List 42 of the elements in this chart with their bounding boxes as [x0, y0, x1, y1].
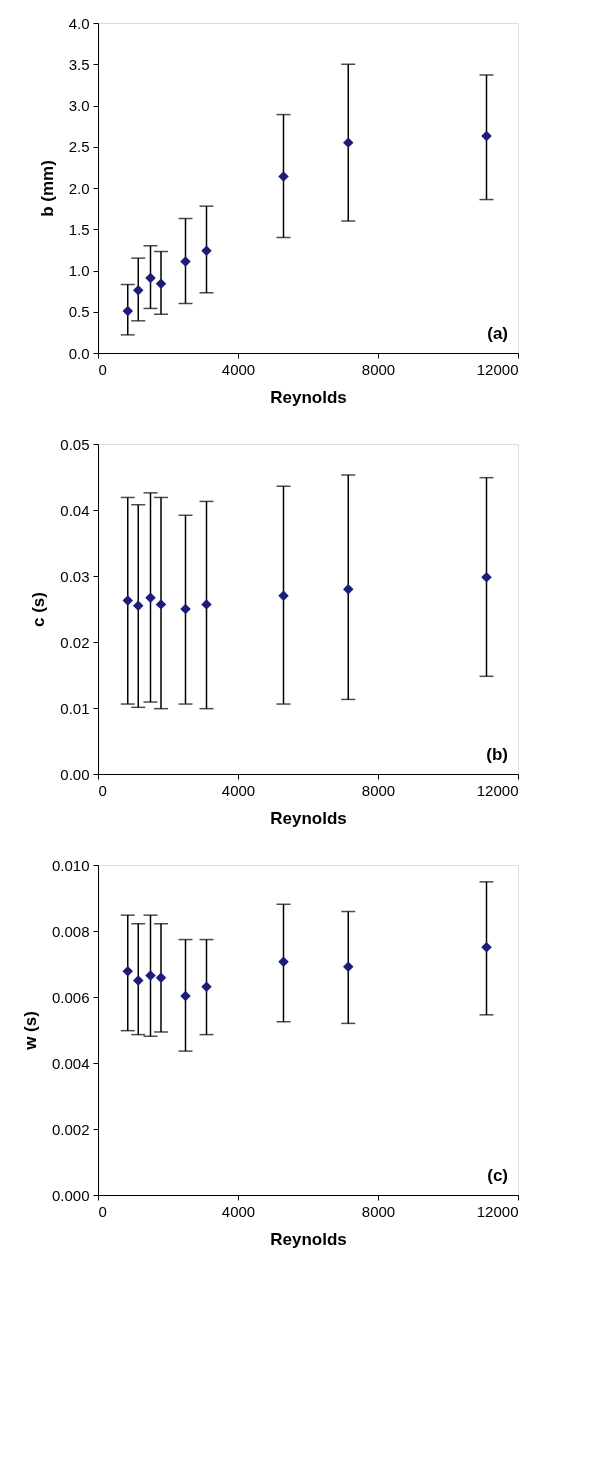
x-tick-label: 0 — [98, 360, 107, 378]
y-tick-label: 4.0 — [68, 14, 90, 32]
y-tick-label: 3.0 — [68, 97, 90, 114]
y-tick-label: 0.02 — [60, 633, 90, 651]
x-tick-label: 4000 — [221, 781, 256, 799]
y-tick-label: 0.010 — [51, 856, 90, 874]
x-tick-label: 0 — [98, 781, 107, 799]
annotation: (c) — [487, 1166, 508, 1185]
x-axis-title: Reynolds — [270, 387, 347, 407]
y-tick-label: 0.05 — [60, 435, 90, 453]
y-tick-label: 0.5 — [68, 303, 90, 321]
y-tick-label: 2.5 — [68, 138, 90, 156]
y-tick-label: 0.004 — [51, 1054, 90, 1072]
y-tick-label: 3.5 — [68, 55, 90, 73]
y-axis-title: w (s) — [20, 1011, 40, 1051]
y-tick-label: 0.01 — [60, 699, 90, 717]
x-tick-label: 8000 — [361, 360, 396, 378]
x-tick-label: 4000 — [221, 360, 256, 378]
y-tick-label: 0.002 — [51, 1120, 90, 1138]
y-tick-label: 0.00 — [60, 765, 90, 783]
y-axis-title: c (s) — [29, 592, 49, 627]
y-tick-label: 0.03 — [60, 567, 90, 585]
y-tick-label: 0.0 — [68, 344, 90, 362]
y-tick-label: 0.008 — [51, 922, 90, 940]
annotation: (a) — [487, 324, 508, 343]
x-axis-title: Reynolds — [270, 1229, 347, 1249]
y-tick-label: 1.5 — [68, 220, 90, 238]
x-tick-label: 4000 — [221, 1202, 256, 1220]
x-axis-title: Reynolds — [270, 808, 347, 828]
x-tick-label: 8000 — [361, 1202, 396, 1220]
y-tick-label: 2.0 — [68, 179, 90, 197]
x-tick-label: 8000 — [361, 781, 396, 799]
y-tick-label: 0.000 — [51, 1186, 90, 1204]
annotation: (b) — [486, 745, 508, 764]
y-tick-label: 0.006 — [51, 988, 90, 1006]
y-axis-title: b (mm) — [37, 160, 57, 217]
x-tick-label: 12000 — [476, 1202, 519, 1220]
y-tick-label: 1.0 — [68, 262, 90, 279]
x-tick-label: 0 — [98, 1202, 107, 1220]
x-tick-label: 12000 — [476, 360, 519, 378]
y-tick-label: 0.04 — [60, 501, 90, 519]
x-tick-label: 12000 — [476, 781, 519, 799]
